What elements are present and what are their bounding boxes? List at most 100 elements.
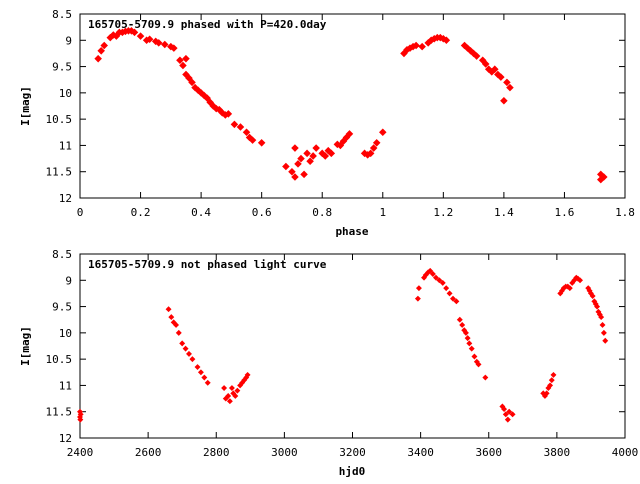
unphased-x-tick-label: 2800 [203,446,230,459]
phased-data-point [312,144,320,152]
unphased-data-point [577,277,584,284]
unphased-data-point [175,329,182,336]
unphased-x-tick-label: 3800 [544,446,571,459]
phased-data-point [230,120,239,129]
phased-x-tick-label: 0 [77,206,84,219]
phased-data-point [161,40,169,49]
unphased-data-point [173,322,180,328]
unphased-data-point [427,267,434,274]
unphased-y-tick-label: 11.5 [46,406,73,419]
phased-plot-frame [79,13,626,199]
unphased-data-point [194,364,201,370]
phased-y-tick-label: 11.5 [46,166,73,179]
unphased-y-tick-label: 12 [59,432,72,445]
phased-data-point [97,47,105,55]
phased-x-ticks: 0 0.2 0.4 0.6 0.8 1 1.2 1.4 1.6 1.8 [77,14,635,219]
phased-data-point [506,83,514,92]
unphased-data-point [415,285,422,292]
phased-data-point [309,152,317,160]
unphased-x-tick-label: 3400 [407,446,434,459]
unphased-data-point [450,295,456,302]
unphased-data-point [443,285,450,292]
phased-data-point [336,141,345,150]
phased-y-tick-label: 9.5 [52,61,72,74]
phased-data-point [491,65,499,73]
unphased-data-point [589,293,596,300]
phased-y-tick-label: 10 [59,87,72,100]
phased-data-point [218,109,227,117]
unphased-y-tick-label: 8.5 [52,248,72,261]
unphased-data-point [436,277,443,284]
unphased-data-points [77,267,609,423]
unphased-data-point [226,398,233,405]
unphased-data-point [501,406,508,413]
unphased-data-point [594,303,601,310]
unphased-data-point [225,392,232,399]
unphased-y-tick-label: 9 [65,274,72,287]
unphased-x-tick-label: 4000 [612,446,639,459]
phased-data-point [185,74,193,82]
unphased-data-point [468,345,475,352]
phased-data-point [236,123,245,131]
unphased-data-point [466,340,473,347]
unphased-data-point [234,387,241,394]
unphased-data-point [432,274,439,281]
phased-data-point [179,61,187,70]
unphased-data-point [244,371,251,378]
phased-x-tick-label: 1.8 [615,206,635,219]
unphased-y-tick-label: 9.5 [52,301,72,314]
unphased-data-point [439,279,446,286]
unphased-data-point [221,385,228,392]
unphased-plot: 165705-5709.9 not phased light curve hjd… [19,248,638,478]
unphased-data-point [462,329,469,336]
unphased-y-tick-label: 10.5 [46,353,73,366]
unphased-data-point [600,329,607,336]
unphased-data-point [77,416,84,423]
phased-data-point [176,56,184,65]
unphased-y-tick-label: 10 [59,327,72,340]
unphased-x-tick-label: 2400 [67,446,94,459]
unphased-data-point [201,374,208,381]
unphased-data-point [566,285,573,292]
phased-data-point [366,149,375,158]
unphased-x-tick-label: 3200 [339,446,366,459]
unphased-y-axis-title: I[mag] [19,326,32,366]
unphased-data-point [509,411,516,418]
phased-data-point [291,173,299,181]
unphased-data-point [197,369,204,376]
phased-data-point [130,28,139,37]
unphased-data-point [602,337,609,344]
phased-x-tick-label: 1.6 [555,206,575,219]
phased-x-tick-label: 0.4 [191,206,211,219]
phased-data-point [372,139,381,147]
phased-y-tick-label: 11 [59,139,72,152]
phased-data-point [182,54,190,63]
unphased-data-point [471,353,478,360]
phased-data-point [154,39,163,47]
unphased-data-point [186,350,192,357]
phased-data-point [497,73,505,81]
unphased-data-point [228,385,235,392]
unphased-x-tick-label: 3600 [476,446,503,459]
unphased-x-tick-label: 2600 [135,446,162,459]
phased-data-point [145,35,154,43]
unphased-data-point [482,374,489,381]
phased-data-point [442,36,451,45]
phased-data-point [321,152,330,160]
unphased-x-axis-title: hjd0 [339,465,366,478]
unphased-data-point [204,379,211,386]
unphased-data-point [168,314,175,321]
unphased-data-point [429,271,436,277]
phased-data-point [282,162,290,171]
phased-y-tick-label: 9 [65,34,72,47]
phased-data-point [94,54,102,63]
phased-x-tick-label: 1 [379,206,386,219]
phased-data-point [306,157,314,165]
unphased-data-point [504,416,511,423]
phased-data-point [300,170,308,179]
unphased-data-point [182,345,189,352]
unphased-plot-frame [79,253,626,439]
phased-data-point [294,160,302,168]
unphased-data-point [414,295,421,302]
